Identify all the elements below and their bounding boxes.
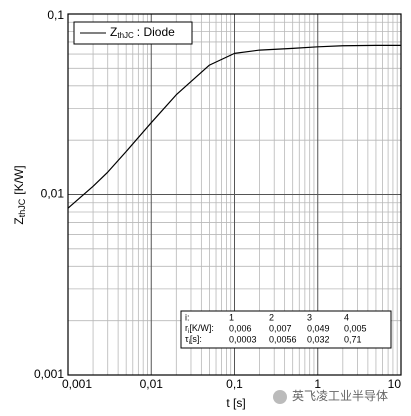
table-cell: 0,71 <box>344 334 362 344</box>
table-cell: 0,006 <box>229 323 252 333</box>
table-cell: i: <box>185 312 190 322</box>
legend-label: ZthJC: Diode <box>110 25 175 40</box>
parameter-table: i: 1 2 3 4ri[K/W]: 0,006 0,007 0,049 0,005τi[s]:… <box>180 310 392 349</box>
symbol: Z <box>12 217 26 224</box>
watermark-icon <box>273 390 287 404</box>
table-cell: τ <box>185 334 189 344</box>
table-cell: 0,005 <box>344 323 367 333</box>
table-cell: r <box>185 323 188 333</box>
y-tick-label: 0,01 <box>41 187 65 201</box>
table-cell: 0,0003 <box>229 334 257 344</box>
table-cell: 1 <box>229 312 234 322</box>
table-cell: 0,007 <box>269 323 292 333</box>
table-cell: 0,0056 <box>269 334 297 344</box>
x-tick-label: 1 <box>314 377 321 391</box>
table-cell: i <box>189 340 190 346</box>
watermark: 英飞凌工业半导体 <box>292 389 388 403</box>
symbol: Z <box>110 25 117 39</box>
legend-entry: : Diode <box>137 25 175 39</box>
symbol-sub: thJC <box>117 31 134 40</box>
x-tick-label: 0,01 <box>140 377 164 391</box>
table-cell: [s]: <box>190 334 202 344</box>
table-cell: ri[K/W]: <box>185 323 214 334</box>
symbol-sub: thJC <box>17 198 27 217</box>
unit: [K/W] <box>12 165 26 194</box>
x-axis-label: t [s] <box>226 396 245 410</box>
x-tick-label: 0,001 <box>62 377 92 391</box>
table-cell: 0,032 <box>307 334 330 344</box>
y-tick-label: 0,001 <box>34 367 64 381</box>
table-cell: i <box>188 329 189 335</box>
table-cell: τi[s]: <box>185 334 202 345</box>
legend-box <box>73 21 193 45</box>
y-tick-label: 0,1 <box>47 8 64 22</box>
x-tick-label: 0,1 <box>226 377 243 391</box>
table-cell: 3 <box>307 312 312 322</box>
table-box <box>180 310 392 349</box>
y-axis-label: ZthJC [K/W] <box>12 165 27 224</box>
x-tick-label: 10 <box>388 377 402 391</box>
table-cell: 2 <box>269 312 274 322</box>
legend: ZthJC: Diode <box>73 21 193 45</box>
table-cell: 4 <box>344 312 349 322</box>
plot-frame <box>67 13 402 376</box>
series-line <box>67 44 401 209</box>
table-cell: 0,049 <box>307 323 330 333</box>
table-cell: [K/W]: <box>189 323 214 333</box>
